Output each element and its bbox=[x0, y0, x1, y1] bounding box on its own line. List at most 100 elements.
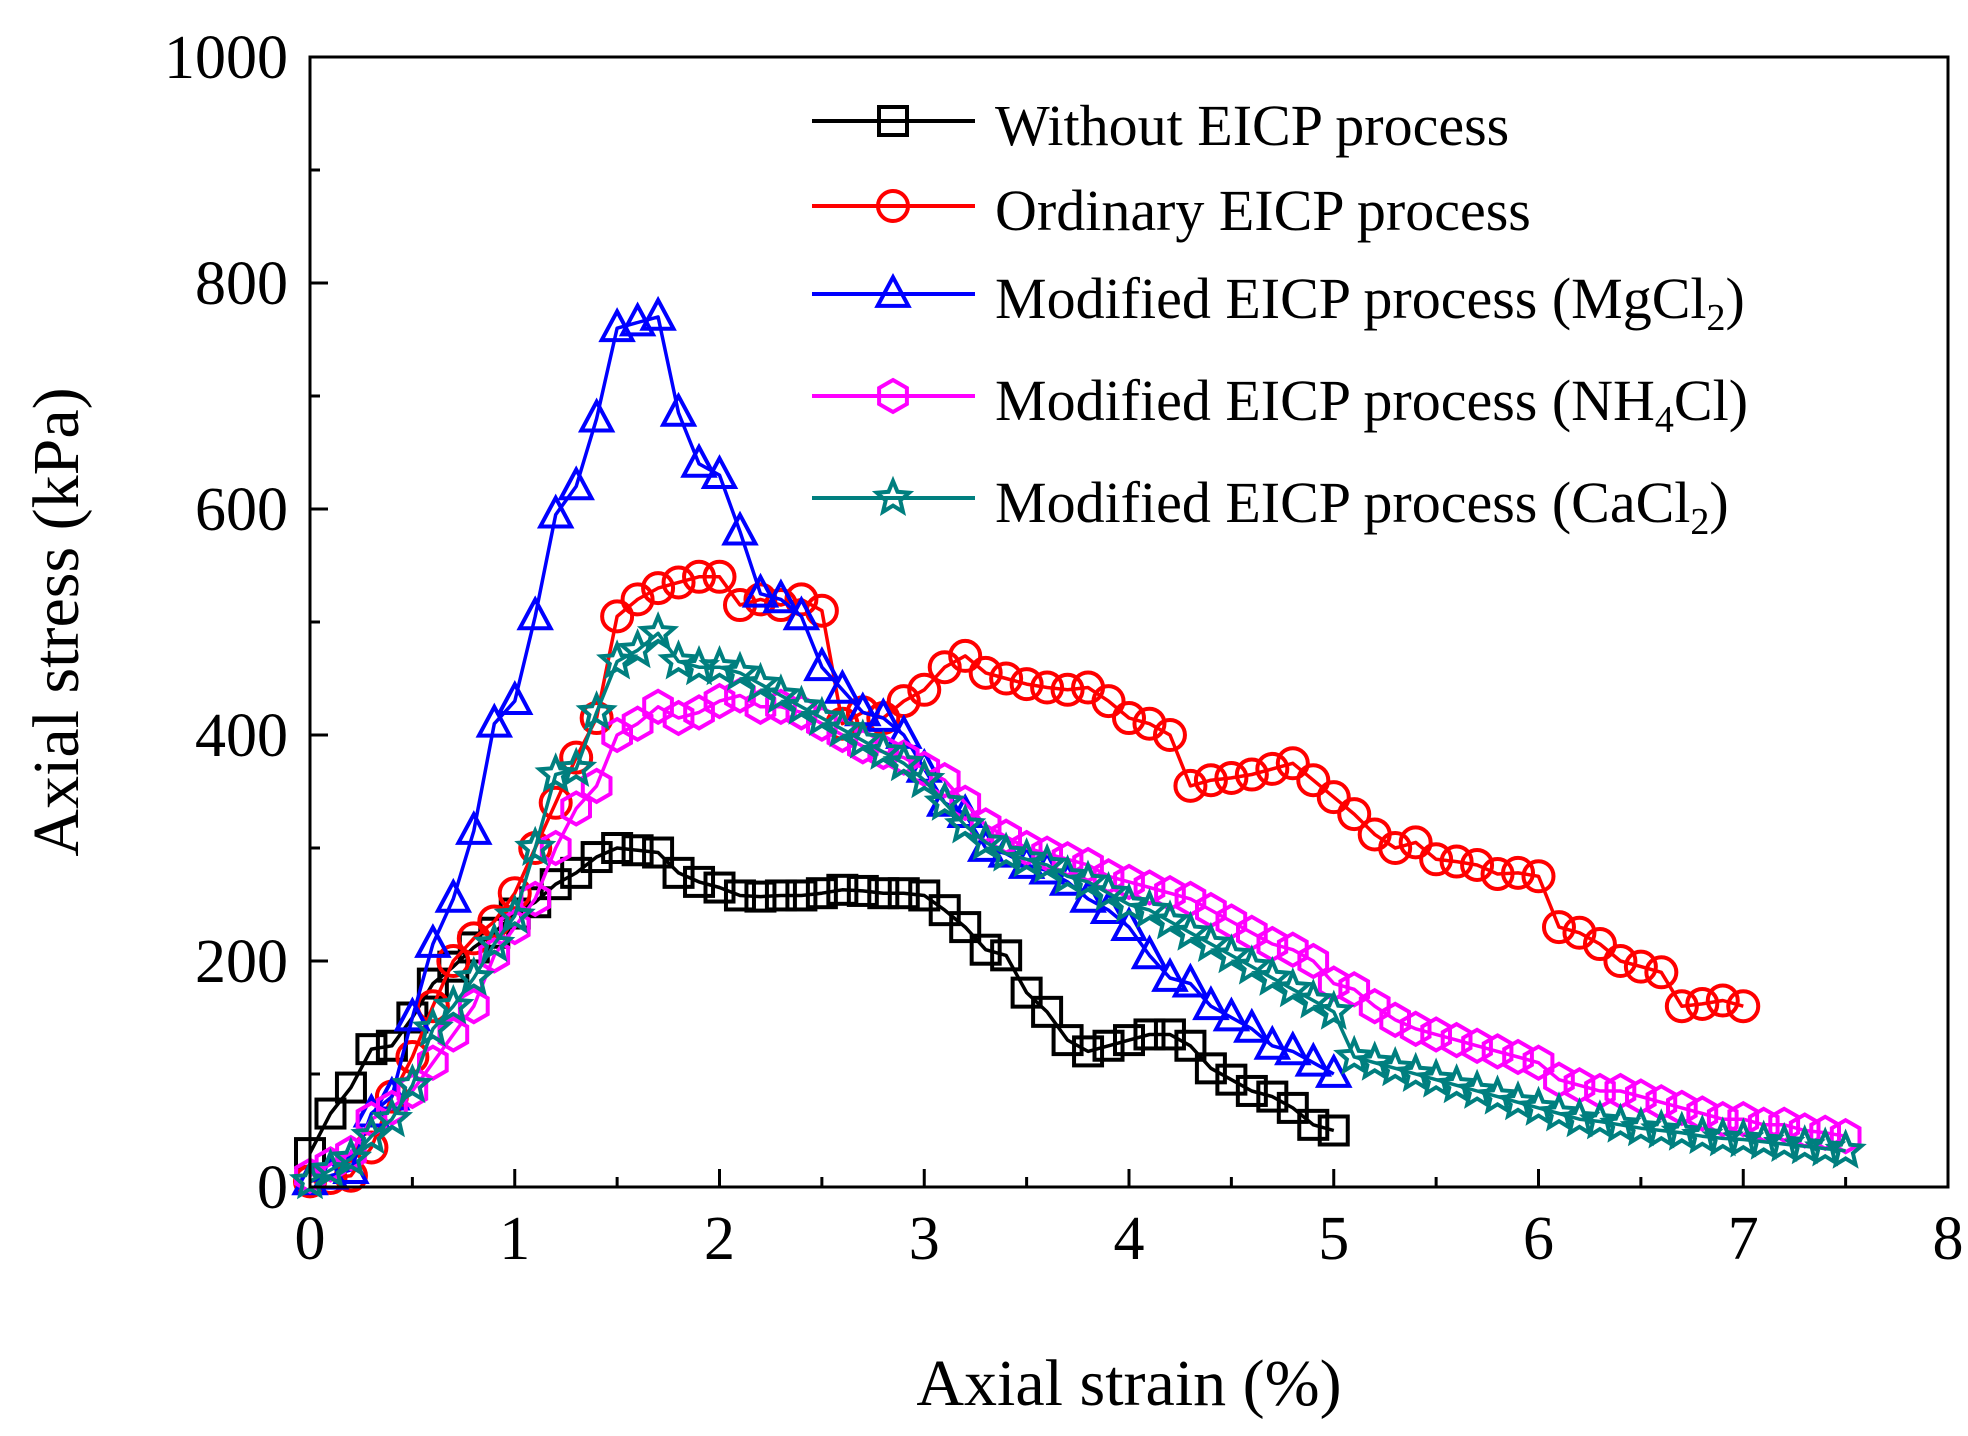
data-point bbox=[964, 820, 1007, 861]
data-point bbox=[414, 923, 452, 958]
data-point bbox=[434, 877, 473, 913]
data-point bbox=[1189, 921, 1233, 963]
data-point bbox=[1358, 987, 1391, 1025]
data-point bbox=[1046, 854, 1089, 895]
data-point bbox=[1337, 797, 1372, 832]
x-tick-label: 0 bbox=[295, 1205, 326, 1273]
data-point bbox=[1230, 944, 1273, 985]
legend-label-subscript: 2 bbox=[1690, 501, 1709, 543]
data-point bbox=[1256, 1080, 1289, 1113]
data-point bbox=[1562, 915, 1597, 950]
data-point bbox=[376, 1089, 408, 1127]
data-point bbox=[882, 741, 925, 782]
y-tick-label: 1000 bbox=[164, 24, 288, 92]
data-point bbox=[1051, 1024, 1084, 1057]
legend: Without EICP process Ordinary EICP proces… bbox=[812, 93, 1748, 543]
x-tick-label: 3 bbox=[909, 1205, 940, 1273]
data-point bbox=[1706, 1100, 1739, 1138]
data-point bbox=[514, 825, 557, 867]
data-point bbox=[1378, 831, 1413, 865]
data-point bbox=[497, 876, 532, 911]
series-line bbox=[309, 693, 1846, 1178]
data-point bbox=[1522, 1044, 1555, 1082]
data-point bbox=[1599, 1102, 1642, 1143]
data-point bbox=[662, 699, 695, 737]
data-point bbox=[683, 694, 715, 731]
data-point bbox=[1107, 882, 1151, 923]
data-point bbox=[1603, 944, 1638, 978]
data-point bbox=[821, 707, 864, 748]
data-point bbox=[557, 465, 595, 501]
x-tick-label: 7 bbox=[1728, 1205, 1759, 1273]
data-point bbox=[294, 1157, 326, 1195]
data-point bbox=[661, 565, 696, 600]
data-point bbox=[642, 836, 675, 869]
data-point bbox=[1353, 1040, 1396, 1081]
data-point bbox=[455, 810, 493, 845]
data-point bbox=[1130, 934, 1169, 970]
y-tick-label: 400 bbox=[195, 702, 288, 770]
data-point bbox=[1171, 962, 1210, 998]
data-point bbox=[516, 595, 554, 631]
data-point bbox=[1685, 986, 1720, 1021]
data-point bbox=[493, 893, 536, 934]
data-point bbox=[867, 877, 900, 910]
data-point bbox=[1394, 1051, 1437, 1093]
x-tick-label: 2 bbox=[704, 1205, 735, 1273]
data-point bbox=[1275, 746, 1310, 781]
data-point bbox=[1151, 956, 1189, 992]
data-point bbox=[1435, 1063, 1478, 1104]
data-point bbox=[636, 611, 680, 652]
data-point bbox=[702, 559, 737, 594]
data-point bbox=[575, 690, 618, 731]
data-point bbox=[764, 879, 797, 912]
data-point bbox=[1174, 1029, 1207, 1062]
data-point bbox=[703, 871, 736, 904]
data-point bbox=[354, 1130, 389, 1165]
data-point bbox=[744, 880, 777, 913]
data-point bbox=[759, 673, 803, 714]
x-tick-label: 8 bbox=[1933, 1205, 1964, 1273]
series-2 bbox=[293, 559, 1761, 1199]
data-point bbox=[703, 682, 736, 720]
data-point bbox=[314, 1097, 347, 1130]
legend-label: Modified EICP process (NH4Cl) bbox=[995, 368, 1748, 441]
legend-marker bbox=[874, 272, 912, 308]
legend-marker bbox=[877, 105, 909, 137]
legend-marker bbox=[876, 189, 910, 223]
data-point bbox=[1210, 933, 1253, 974]
legend-item-2: Ordinary EICP process bbox=[812, 178, 1531, 243]
data-point bbox=[496, 680, 534, 715]
data-point bbox=[1212, 996, 1251, 1032]
data-point bbox=[621, 834, 654, 867]
data-point bbox=[1455, 1068, 1499, 1109]
data-point bbox=[1333, 1034, 1376, 1076]
data-point bbox=[780, 684, 823, 725]
data-point bbox=[1009, 667, 1044, 702]
x-tick-label: 6 bbox=[1523, 1205, 1554, 1273]
data-point bbox=[393, 996, 432, 1032]
data-point bbox=[1541, 910, 1576, 945]
data-point bbox=[927, 650, 962, 685]
data-point bbox=[559, 740, 594, 775]
data-point bbox=[1274, 1030, 1312, 1066]
legend-label-main: Modified EICP process (NH bbox=[995, 368, 1655, 433]
x-tick-label: 1 bbox=[499, 1205, 530, 1273]
data-point bbox=[805, 877, 838, 910]
data-point bbox=[683, 865, 716, 898]
data-point bbox=[823, 668, 862, 704]
legend-label: Modified EICP process (MgCl2) bbox=[995, 266, 1745, 339]
data-point bbox=[452, 955, 495, 996]
data-point bbox=[1091, 684, 1126, 719]
data-point bbox=[948, 638, 983, 673]
data-point bbox=[989, 661, 1024, 696]
legend-item-1: Without EICP process bbox=[812, 93, 1509, 158]
data-point bbox=[1292, 978, 1335, 1019]
data-point bbox=[1215, 1063, 1248, 1096]
data-point bbox=[1476, 1074, 1519, 1115]
legend-label-suffix: ) bbox=[1726, 266, 1745, 331]
data-point bbox=[1092, 1029, 1125, 1062]
data-point bbox=[1173, 768, 1208, 803]
y-tick-label: 200 bbox=[195, 928, 288, 996]
